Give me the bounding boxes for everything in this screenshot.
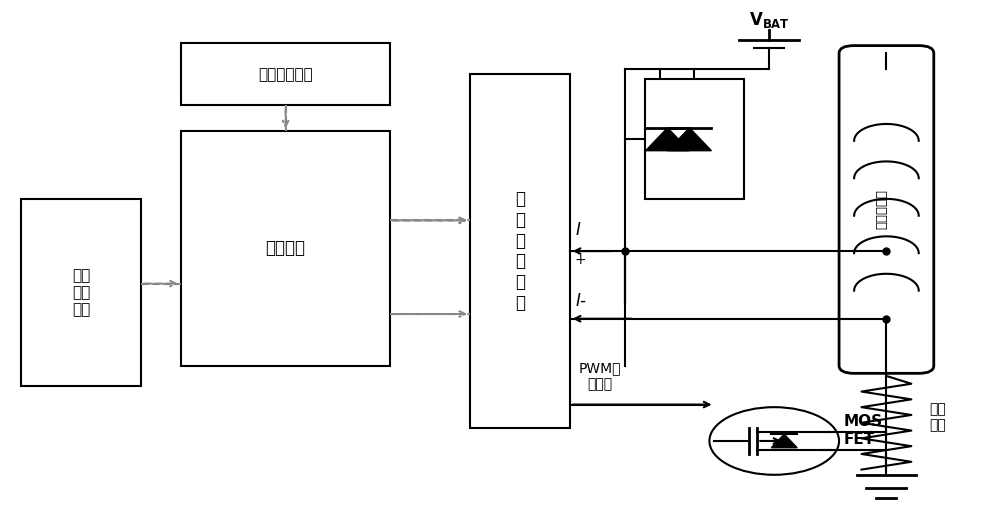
Text: 温度
采集
电路: 温度 采集 电路 xyxy=(72,268,90,317)
Bar xyxy=(21,199,141,386)
Text: $I$: $I$ xyxy=(575,221,581,240)
FancyBboxPatch shape xyxy=(839,46,934,373)
Bar xyxy=(470,74,570,428)
Circle shape xyxy=(709,407,839,475)
Text: 比例电磁阀: 比例电磁阀 xyxy=(875,189,888,230)
Polygon shape xyxy=(771,434,797,448)
Text: MOS
FET: MOS FET xyxy=(844,414,883,447)
Text: 恒
流
控
制
芯
片: 恒 流 控 制 芯 片 xyxy=(515,190,525,312)
Text: $I$-: $I$- xyxy=(575,292,587,310)
Text: 压力采集电路: 压力采集电路 xyxy=(258,67,313,82)
Bar xyxy=(181,131,390,366)
Polygon shape xyxy=(668,128,711,151)
Text: $\mathbf{V_{BAT}}$: $\mathbf{V_{BAT}}$ xyxy=(749,9,790,30)
Text: 采样
电阻: 采样 电阻 xyxy=(929,403,946,433)
Text: +: + xyxy=(575,253,586,267)
Text: PWM电
流信号: PWM电 流信号 xyxy=(578,361,621,392)
Text: 主控制器: 主控制器 xyxy=(266,240,306,257)
Polygon shape xyxy=(646,128,689,151)
Bar xyxy=(181,43,390,106)
Bar xyxy=(645,79,744,199)
